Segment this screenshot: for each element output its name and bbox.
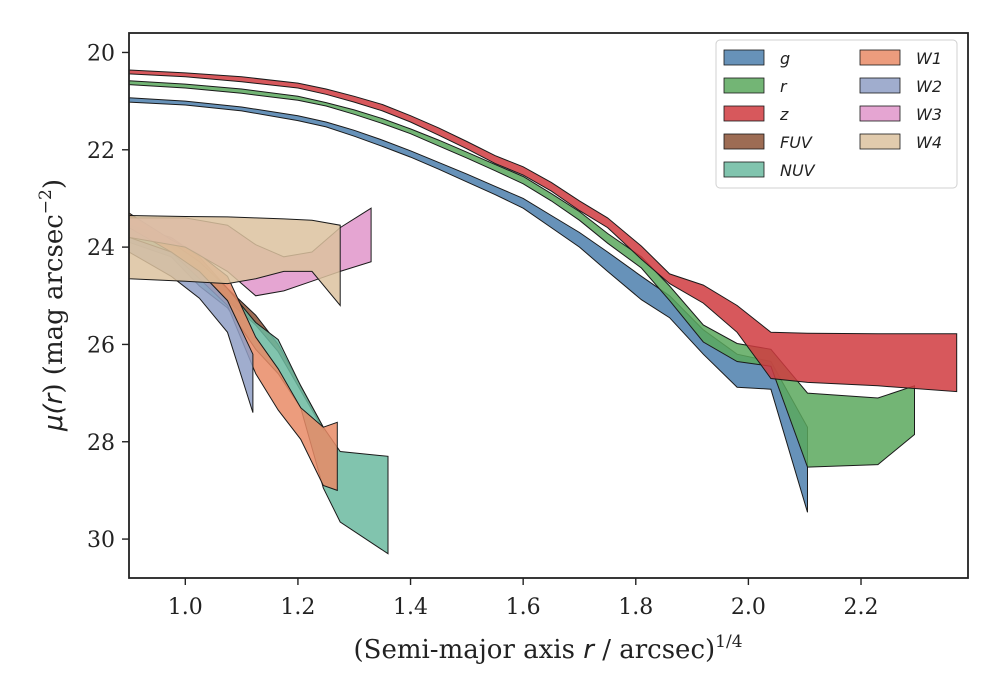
x-axis-title-main: (Semi-major axis (353, 635, 583, 665)
legend-item-w2: W2 (859, 77, 942, 96)
y-tick-label: 24 (87, 236, 115, 261)
legend-swatch (723, 105, 765, 122)
legend-label: W3 (916, 105, 942, 124)
legend-item-g: g (723, 49, 790, 68)
legend-swatch (859, 105, 901, 122)
legend-label: r (780, 77, 788, 96)
x-axis-title-var: r (583, 635, 596, 665)
y-axis-title: μ(r) (mag arcsec−2) (36, 179, 69, 432)
legend-swatch (723, 161, 765, 178)
band-z (129, 69, 958, 393)
x-tick-label: 1.0 (168, 595, 203, 620)
axes-frame (128, 32, 969, 579)
legend-item-r: r (723, 77, 788, 96)
legend-label: NUV (780, 161, 816, 180)
x-tick-label: 2.2 (844, 595, 879, 620)
legend-swatch (859, 77, 901, 94)
y-tick-label: 20 (87, 41, 115, 66)
legend-item-w1: W1 (859, 49, 942, 68)
y-axis-title-var: r (39, 391, 69, 404)
legend-label: W4 (916, 133, 942, 152)
legend-label: z (779, 105, 789, 124)
legend: grz FUV NUV W1 W2 W3 W4 (715, 39, 958, 189)
x-tick-label: 1.8 (618, 595, 653, 620)
x-axis-ticks: 1.0 1.2 1.4 1.6 1.8 2.0 2.2 (168, 578, 879, 620)
x-tick-label: 1.2 (280, 595, 315, 620)
y-tick-label: 22 (87, 139, 115, 164)
legend-item-nuv: NUV (723, 161, 816, 180)
legend-label: W2 (916, 77, 942, 96)
y-axis-title-rest: ) (mag arcsec (39, 214, 69, 393)
legend-box (715, 39, 958, 189)
legend-swatch (859, 133, 901, 150)
x-axis-title-rest: / arcsec) (594, 635, 715, 665)
band-g (129, 97, 808, 513)
legend-swatch (723, 49, 765, 66)
band-r (129, 80, 915, 468)
plot-border (128, 32, 969, 579)
legend-item-w3: W3 (859, 105, 942, 124)
legend-label: W1 (916, 49, 942, 68)
y-tick-label: 28 (87, 431, 115, 456)
legend-item-fuv: FUV (723, 133, 813, 152)
y-axis-title-main: μ( (39, 402, 69, 432)
band-w4 (129, 214, 341, 307)
x-axis-title: (Semi-major axis r / arcsec)1/4 (353, 632, 742, 665)
x-axis-title-exp: 1/4 (715, 632, 742, 652)
legend-item-z: z (723, 105, 789, 124)
x-tick-label: 2.0 (731, 595, 766, 620)
legend-swatch (723, 133, 765, 150)
y-tick-label: 30 (87, 528, 115, 553)
x-tick-label: 1.6 (506, 595, 541, 620)
x-tick-label: 1.4 (393, 595, 428, 620)
legend-item-w4: W4 (859, 133, 942, 152)
y-axis-title-exp: −2 (36, 189, 56, 214)
y-axis-title-close: ) (39, 179, 69, 189)
legend-label: g (780, 49, 790, 68)
y-tick-label: 26 (87, 333, 115, 358)
band-layer (129, 69, 958, 555)
legend-swatch (859, 49, 901, 66)
legend-swatch (723, 77, 765, 94)
legend-label: FUV (780, 133, 813, 152)
y-axis-ticks: 20 22 24 26 28 30 (87, 41, 129, 553)
